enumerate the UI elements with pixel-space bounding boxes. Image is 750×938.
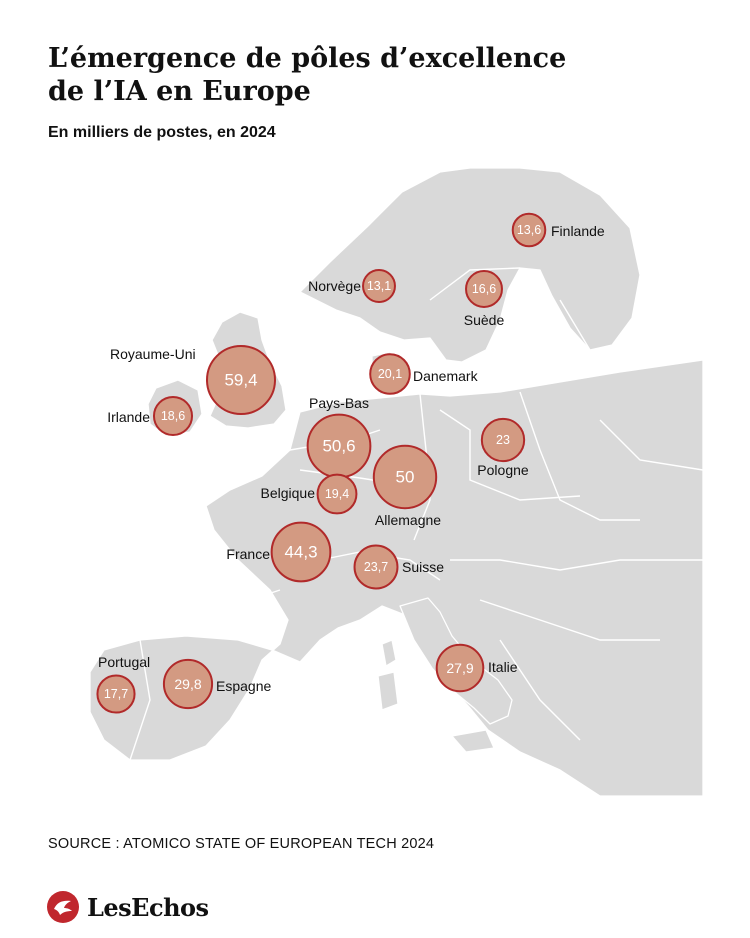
bubble-portugal [96, 674, 136, 714]
europe-map: 59,4 Royaume-Uni 50,6 Pays-Bas 50 Allemagne 44… [89, 168, 703, 796]
source-note: SOURCE : ATOMICO STATE OF EUROPEAN TECH … [48, 836, 435, 852]
country-label-pologne: Pologne [477, 462, 529, 478]
value-label-italie: 27,9 [446, 660, 473, 676]
country-label-belgique: Belgique [261, 485, 316, 501]
bubble-belgique [316, 473, 358, 515]
bubble-suisse [353, 544, 399, 590]
subtitle: En milliers de postes, en 2024 [48, 124, 276, 141]
value-label-danemark: 20,1 [378, 367, 402, 381]
value-label-allemagne: 50 [396, 468, 415, 487]
chart-title: L’émergence de pôles d’excellence de l’I… [48, 42, 708, 108]
country-label-royaume-uni: Royaume-Uni [110, 346, 196, 362]
country-label-italie: Italie [488, 659, 518, 675]
value-label-suisse: 23,7 [364, 560, 388, 574]
sardinia-land [377, 671, 399, 711]
country-label-finlande: Finlande [551, 223, 605, 239]
bubble-italie [435, 643, 485, 693]
corsica-land [381, 639, 397, 667]
bubble-finlande [511, 212, 547, 248]
bubbles-layer: 59,4 Royaume-Uni 50,6 Pays-Bas 50 Allemagne 44… [96, 212, 605, 714]
bubble-irlande [152, 395, 194, 437]
country-label-portugal: Portugal [98, 654, 150, 670]
les-echos-logo: LesEchos [46, 889, 209, 925]
bubble-france [270, 521, 332, 583]
bubble-suede [465, 270, 503, 308]
value-label-france: 44,3 [284, 543, 317, 562]
brand-wordmark: LesEchos [87, 892, 209, 922]
value-label-irlande: 18,6 [161, 409, 185, 423]
bubble-allemagne [372, 444, 438, 510]
bubble-norvege [362, 269, 396, 303]
country-label-espagne: Espagne [216, 678, 271, 694]
value-label-royaume-uni: 59,4 [224, 371, 257, 390]
mainland-europe-land [89, 359, 703, 796]
bubble-espagne [162, 658, 214, 710]
les-echos-emblem-icon [47, 891, 79, 923]
value-label-belgique: 19,4 [325, 487, 349, 501]
value-label-espagne: 29,8 [174, 676, 201, 692]
country-label-irlande: Irlande [107, 409, 150, 425]
country-label-france: France [226, 546, 270, 562]
bubble-pologne [480, 417, 526, 463]
value-label-pays-bas: 50,6 [322, 437, 355, 456]
bubble-danemark [369, 353, 411, 395]
country-label-suisse: Suisse [402, 559, 444, 575]
value-label-suede: 16,6 [472, 282, 496, 296]
country-label-suede: Suède [464, 312, 505, 328]
value-label-finlande: 13,6 [517, 223, 541, 237]
country-label-pays-bas: Pays-Bas [309, 395, 369, 411]
title-line-1: L’émergence de pôles d’excellence [48, 43, 567, 74]
country-label-danemark: Danemark [413, 368, 479, 384]
value-label-portugal: 17,7 [104, 687, 128, 701]
sicily-land [451, 729, 495, 753]
bubble-royaume-uni [206, 345, 276, 415]
country-label-norvege: Norvège [308, 278, 361, 294]
scandinavia-land [299, 168, 641, 363]
title-line-2: de l’IA en Europe [48, 76, 311, 107]
value-label-norvege: 13,1 [367, 279, 391, 293]
value-label-pologne: 23 [496, 433, 510, 447]
country-label-allemagne: Allemagne [375, 512, 441, 528]
